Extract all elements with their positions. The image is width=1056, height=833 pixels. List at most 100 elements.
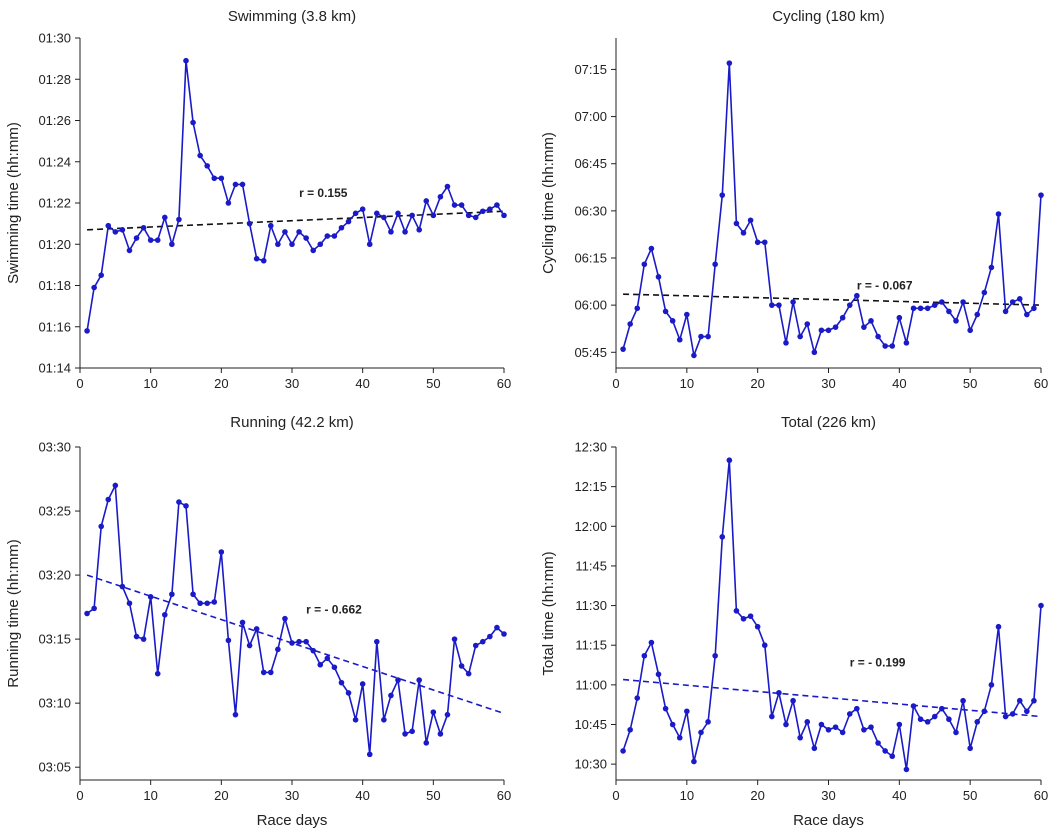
running-data-point xyxy=(317,661,324,668)
running-x-tick-label: 60 xyxy=(497,788,511,803)
cycling-data-point xyxy=(811,349,818,356)
total-data-point xyxy=(931,713,938,720)
swimming-data-point xyxy=(487,206,493,212)
total-chart-title: Total (226 km) xyxy=(781,414,876,431)
cycling-data-point xyxy=(1031,305,1037,312)
swimming-data-point xyxy=(98,272,104,278)
cycling-data-point xyxy=(761,239,768,246)
running-data-point xyxy=(98,523,104,530)
swimming-y-tick-label: 01:26 xyxy=(38,113,71,128)
swimming-data-point xyxy=(119,227,126,233)
total-data-point xyxy=(719,534,726,540)
cycling-y-tick-label: 06:15 xyxy=(574,251,607,266)
cycling-data-point xyxy=(903,340,910,346)
total-data-point xyxy=(854,705,860,712)
cycling-data-point xyxy=(832,324,839,330)
total-data-point xyxy=(662,705,669,712)
cycling-data-point xyxy=(691,352,697,359)
running-data-point xyxy=(423,740,430,746)
running-data-point xyxy=(451,636,458,642)
swimming-data-point xyxy=(211,175,218,182)
swimming-data-point xyxy=(232,181,239,188)
total-y-tick-label: 10:45 xyxy=(574,717,607,732)
total-data-point xyxy=(910,703,917,709)
swimming-data-point xyxy=(176,216,182,223)
cycling-data-point xyxy=(825,327,832,334)
total-data-point xyxy=(676,734,683,741)
cycling-data-point xyxy=(769,302,775,308)
cycling-data-point xyxy=(733,220,740,227)
swimming-data-point xyxy=(275,241,281,248)
cycling-data-point xyxy=(641,261,648,268)
total-x-tick-label: 0 xyxy=(612,788,619,803)
swimming-data-point xyxy=(366,241,373,248)
swimming-data-point xyxy=(190,119,196,126)
running-data-point xyxy=(190,591,196,598)
swimming-data-point xyxy=(84,328,90,334)
total-y-tick-label: 11:45 xyxy=(575,558,607,573)
swimming-data-point xyxy=(402,229,408,235)
swimming-data-point xyxy=(324,233,331,239)
swimming-data-point xyxy=(246,220,253,227)
total-data-point xyxy=(761,642,768,649)
running-data-point xyxy=(366,751,373,758)
cycling-data-point xyxy=(868,318,874,324)
swimming-x-tick-label: 20 xyxy=(214,376,228,391)
running-data-point xyxy=(331,664,338,671)
cycling-data-point xyxy=(946,308,952,315)
total-series-line xyxy=(622,460,1042,770)
total-data-point xyxy=(974,719,981,725)
running-data-point xyxy=(253,626,260,632)
total-data-point xyxy=(620,748,626,754)
total-data-point xyxy=(924,719,931,725)
total-data-point xyxy=(1016,697,1023,704)
running-data-point xyxy=(472,642,479,649)
swimming-y-tick-label: 01:20 xyxy=(38,237,71,252)
cycling-data-point xyxy=(910,305,917,312)
swimming-data-point xyxy=(416,227,423,233)
running-data-point xyxy=(296,638,302,645)
total-data-point xyxy=(627,726,633,733)
total-x-tick-label: 10 xyxy=(680,788,694,803)
total-data-point xyxy=(754,623,761,630)
total-data-point xyxy=(797,734,803,741)
total-data-point xyxy=(988,682,995,688)
swimming-y-tick-label: 01:18 xyxy=(38,278,71,293)
running-data-point xyxy=(303,638,309,645)
swimming-data-point xyxy=(282,229,288,235)
total-data-point xyxy=(1024,708,1030,715)
running-data-point xyxy=(437,731,444,737)
cycling-data-point xyxy=(655,274,662,280)
cycling-data-point xyxy=(846,302,853,308)
swimming-data-point xyxy=(317,241,324,248)
swimming-data-point xyxy=(296,229,302,235)
swimming-data-point xyxy=(133,235,140,241)
running-data-point xyxy=(91,605,97,612)
cycling-y-tick-label: 07:00 xyxy=(574,109,607,124)
cycling-series-line xyxy=(622,63,1042,359)
total-data-point xyxy=(818,721,825,728)
total-data-point xyxy=(705,719,711,725)
swimming-data-point xyxy=(480,208,486,215)
swimming-data-point xyxy=(253,255,260,262)
cycling-data-point xyxy=(1009,299,1016,305)
total-data-point xyxy=(712,652,718,659)
total-data-point xyxy=(641,652,648,659)
running-x-axis-title: Race days xyxy=(257,812,328,829)
cycling-panel: Cycling (180 km) 05:45 06:00 06:15 06:30 06:4… xyxy=(540,8,1048,391)
cycling-data-point xyxy=(797,333,803,340)
cycling-x-tick-label: 60 xyxy=(1034,376,1048,391)
swimming-data-point xyxy=(359,206,366,212)
total-data-point xyxy=(960,697,966,704)
running-data-point xyxy=(465,670,472,677)
cycling-data-point xyxy=(790,299,796,305)
running-data-point xyxy=(147,594,154,600)
swimming-data-point xyxy=(147,237,154,243)
cycling-data-point xyxy=(1024,311,1030,318)
cycling-trend-line xyxy=(623,293,1042,306)
total-data-point xyxy=(648,639,655,646)
swimming-data-point xyxy=(451,202,458,208)
running-data-point xyxy=(162,611,168,618)
cycling-data-point xyxy=(719,192,726,198)
cycling-data-point xyxy=(627,321,633,327)
